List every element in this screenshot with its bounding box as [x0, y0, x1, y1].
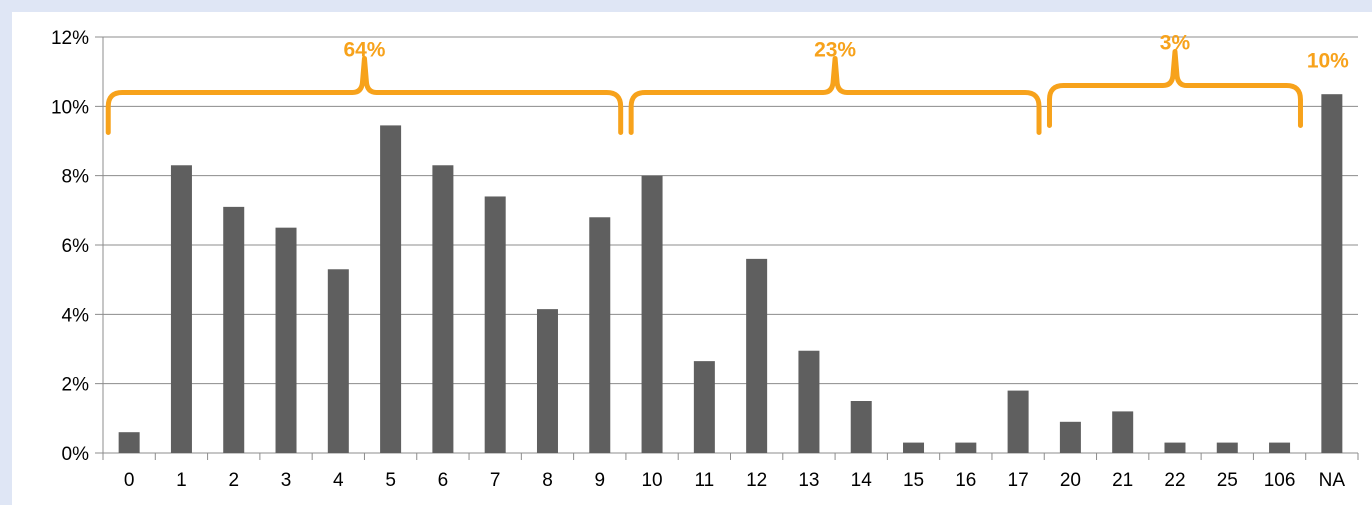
bracket: [1046, 49, 1303, 129]
bracket-label: 23%: [814, 38, 856, 61]
bar: [327, 269, 349, 453]
x-tick-label: 1: [176, 470, 187, 491]
bar: [903, 442, 925, 453]
bar: [955, 442, 977, 453]
bar: [1216, 442, 1238, 453]
bracket-label: 64%: [343, 38, 385, 61]
y-tick-label: 12%: [51, 28, 89, 49]
x-tick-label: 16: [955, 470, 976, 491]
bracket: [628, 55, 1042, 135]
bar: [380, 125, 402, 454]
bar: [1112, 411, 1134, 453]
x-tick-label: 10: [641, 470, 662, 491]
x-tick-label: 25: [1217, 470, 1238, 491]
y-tick-label: 4%: [62, 305, 90, 326]
bar: [118, 432, 140, 453]
bar: [693, 361, 715, 453]
x-tick-label: 4: [333, 470, 344, 491]
x-tick-label: 106: [1264, 470, 1296, 491]
y-tick-label: 0%: [62, 444, 90, 465]
x-tick-label: 11: [694, 470, 714, 491]
bar: [1164, 442, 1186, 453]
bar: [850, 401, 872, 453]
bar: [1269, 442, 1291, 453]
x-tick-label: 17: [1008, 470, 1029, 491]
x-tick-label: 5: [385, 470, 396, 491]
annotation-label: 10%: [1307, 49, 1349, 72]
x-tick-label: 2: [228, 470, 239, 491]
bar: [1007, 390, 1029, 453]
bar: [589, 217, 611, 453]
x-tick-label: 3: [281, 470, 292, 491]
bar: [170, 165, 192, 453]
bar: [1321, 94, 1343, 453]
x-tick-label: NA: [1319, 470, 1346, 491]
y-tick-label: 8%: [62, 167, 90, 188]
x-tick-label: 14: [851, 470, 873, 491]
y-tick-label: 10%: [51, 97, 89, 118]
bar: [798, 350, 820, 453]
x-tick-label: 15: [903, 470, 924, 491]
x-tick-label: 7: [490, 470, 501, 491]
x-tick-label: 13: [798, 470, 819, 491]
bracket: [105, 55, 624, 135]
bracket-label: 3%: [1160, 32, 1191, 55]
bar: [484, 196, 506, 453]
bar: [1059, 421, 1081, 453]
x-tick-label: 9: [594, 470, 605, 491]
y-tick-label: 2%: [62, 375, 90, 396]
x-tick-label: 21: [1112, 470, 1133, 491]
x-tick-label: 12: [746, 470, 767, 491]
bar: [432, 165, 454, 453]
x-tick-label: 22: [1164, 470, 1185, 491]
x-tick-label: 8: [542, 470, 553, 491]
x-tick-label: 6: [438, 470, 449, 491]
y-tick-label: 6%: [62, 236, 90, 257]
bar: [536, 309, 558, 453]
x-tick-label: 20: [1060, 470, 1081, 491]
x-tick-label: 0: [124, 470, 135, 491]
bar: [746, 258, 768, 453]
bar: [275, 227, 297, 453]
bar: [223, 206, 245, 453]
bar: [641, 175, 663, 453]
